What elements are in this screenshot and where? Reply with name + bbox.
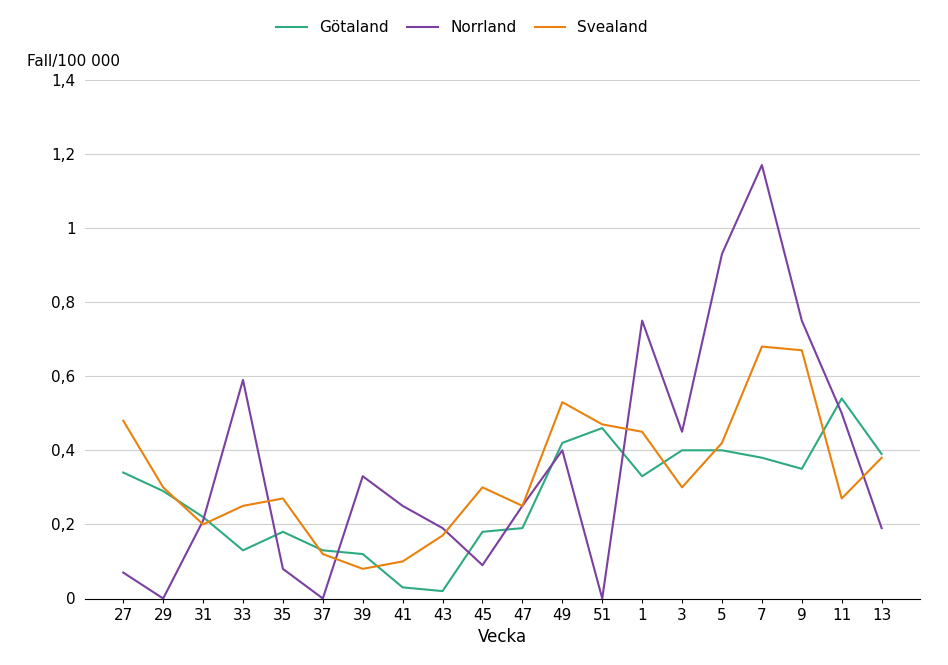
Norrland (157, 595, 169, 602)
Götaland (876, 450, 887, 458)
Svealand (556, 398, 568, 406)
Götaland (197, 513, 209, 521)
Norrland (757, 161, 768, 169)
Svealand (517, 502, 528, 510)
Norrland (596, 595, 608, 602)
Götaland (596, 424, 608, 432)
X-axis label: Vecka: Vecka (478, 628, 527, 646)
Line: Svealand: Svealand (123, 346, 882, 569)
Svealand (237, 502, 248, 510)
Norrland (237, 376, 248, 384)
Norrland (397, 502, 409, 510)
Götaland (836, 394, 848, 402)
Norrland (517, 502, 528, 510)
Norrland (477, 561, 488, 569)
Götaland (636, 472, 647, 480)
Götaland (717, 446, 728, 454)
Svealand (277, 495, 288, 503)
Svealand (676, 483, 687, 491)
Svealand (717, 439, 728, 447)
Götaland (477, 528, 488, 536)
Götaland (676, 446, 687, 454)
Götaland (157, 487, 169, 495)
Götaland (357, 550, 369, 558)
Götaland (437, 587, 448, 595)
Svealand (757, 342, 768, 350)
Legend: Götaland, Norrland, Svealand: Götaland, Norrland, Svealand (277, 20, 648, 35)
Norrland (636, 317, 647, 325)
Norrland (318, 595, 329, 602)
Götaland (556, 439, 568, 447)
Götaland (277, 528, 288, 536)
Svealand (596, 420, 608, 428)
Götaland (318, 547, 329, 555)
Norrland (357, 472, 369, 480)
Norrland (118, 569, 129, 577)
Svealand (197, 521, 209, 529)
Norrland (876, 524, 887, 532)
Norrland (197, 517, 209, 525)
Text: Fall/100 000: Fall/100 000 (27, 55, 120, 69)
Götaland (517, 524, 528, 532)
Line: Norrland: Norrland (123, 165, 882, 598)
Line: Götaland: Götaland (123, 398, 882, 591)
Norrland (556, 446, 568, 454)
Norrland (796, 317, 808, 325)
Svealand (477, 483, 488, 491)
Götaland (118, 469, 129, 477)
Norrland (836, 409, 848, 417)
Götaland (237, 547, 248, 555)
Götaland (397, 583, 409, 591)
Svealand (876, 454, 887, 462)
Götaland (757, 454, 768, 462)
Svealand (318, 550, 329, 558)
Svealand (437, 531, 448, 539)
Svealand (157, 483, 169, 491)
Norrland (277, 565, 288, 573)
Svealand (357, 565, 369, 573)
Svealand (636, 428, 647, 436)
Götaland (796, 465, 808, 473)
Svealand (397, 557, 409, 565)
Norrland (717, 250, 728, 258)
Svealand (118, 417, 129, 425)
Svealand (796, 346, 808, 354)
Svealand (836, 495, 848, 503)
Norrland (437, 524, 448, 532)
Norrland (676, 428, 687, 436)
